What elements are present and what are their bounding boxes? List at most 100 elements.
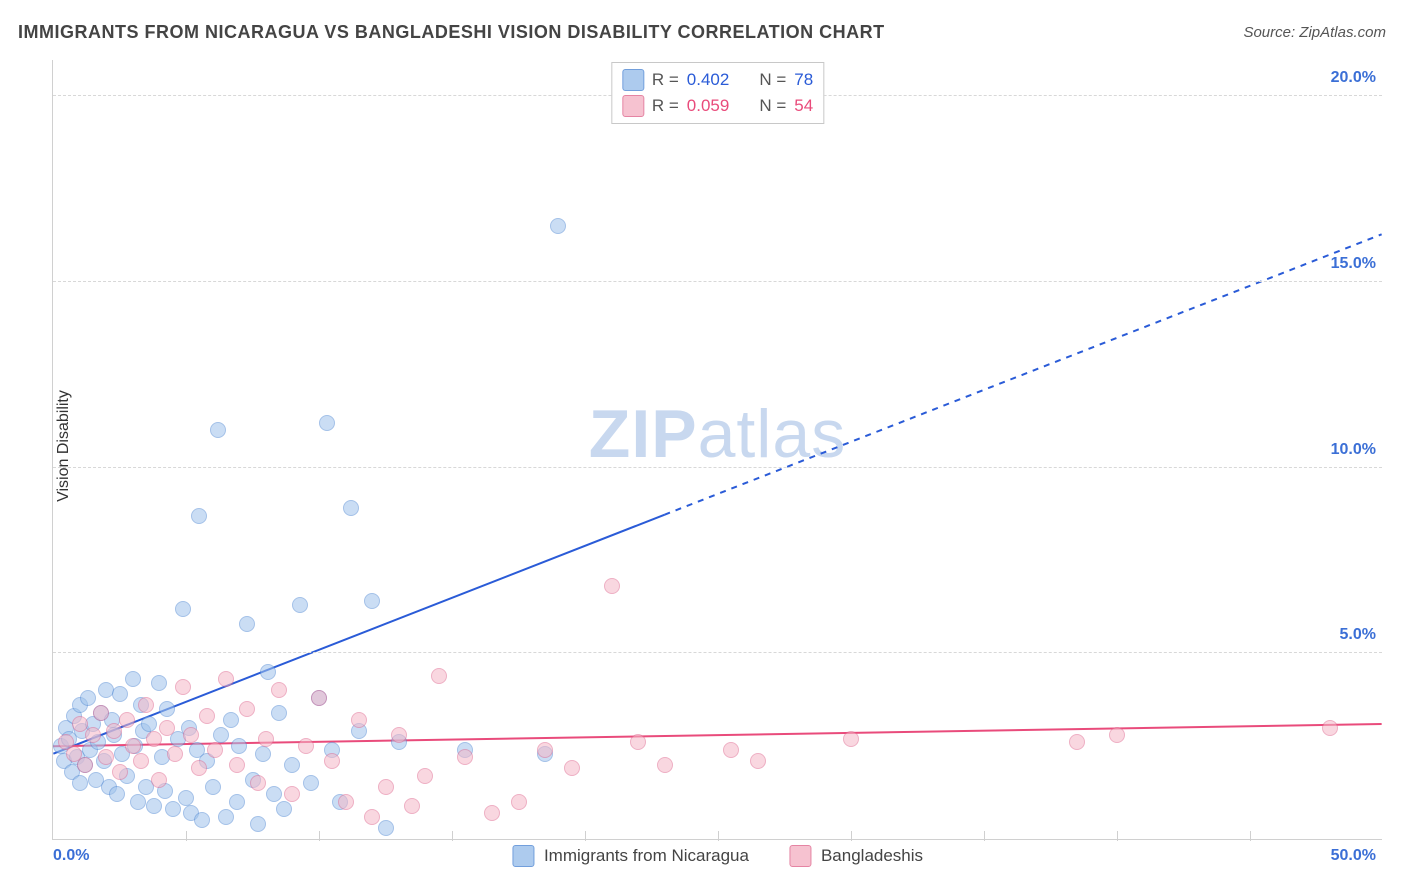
data-point xyxy=(159,701,175,717)
data-point xyxy=(178,790,194,806)
data-point xyxy=(138,697,154,713)
data-point xyxy=(183,727,199,743)
data-point xyxy=(284,757,300,773)
legend-item-2: Bangladeshis xyxy=(789,845,923,867)
data-point xyxy=(175,601,191,617)
data-point xyxy=(80,690,96,706)
data-point xyxy=(218,671,234,687)
data-point xyxy=(239,701,255,717)
data-point xyxy=(351,712,367,728)
plot-area: ZIPatlas R = 0.402 N = 78 R = 0.059 N = … xyxy=(52,60,1382,840)
data-point xyxy=(311,690,327,706)
data-point xyxy=(229,794,245,810)
x-tick xyxy=(319,831,320,841)
data-point xyxy=(191,760,207,776)
x-tick xyxy=(452,831,453,841)
gridline xyxy=(53,467,1382,468)
corr-row-2: R = 0.059 N = 54 xyxy=(622,93,813,119)
data-point xyxy=(167,746,183,762)
gridline xyxy=(53,281,1382,282)
data-point xyxy=(151,772,167,788)
data-point xyxy=(537,742,553,758)
data-point xyxy=(146,731,162,747)
data-point xyxy=(484,805,500,821)
x-tick xyxy=(585,831,586,841)
data-point xyxy=(260,664,276,680)
data-point xyxy=(324,753,340,769)
data-point xyxy=(85,727,101,743)
data-point xyxy=(250,775,266,791)
n-label: N = xyxy=(759,96,786,116)
x-tick xyxy=(186,831,187,841)
y-tick-label: 5.0% xyxy=(1340,626,1376,644)
r-value-2: 0.059 xyxy=(687,96,730,116)
x-tick xyxy=(851,831,852,841)
data-point xyxy=(191,508,207,524)
data-point xyxy=(750,753,766,769)
data-point xyxy=(723,742,739,758)
x-tick xyxy=(984,831,985,841)
data-point xyxy=(205,779,221,795)
watermark-atlas: atlas xyxy=(698,396,847,472)
chart-title: IMMIGRANTS FROM NICARAGUA VS BANGLADESHI… xyxy=(18,22,885,43)
y-tick-label: 10.0% xyxy=(1331,441,1376,459)
r-value-1: 0.402 xyxy=(687,70,730,90)
data-point xyxy=(229,757,245,773)
legend-label-2: Bangladeshis xyxy=(821,846,923,866)
data-point xyxy=(266,786,282,802)
data-point xyxy=(125,671,141,687)
data-point xyxy=(271,705,287,721)
n-value-2: 54 xyxy=(794,96,813,116)
data-point xyxy=(1322,720,1338,736)
data-point xyxy=(564,760,580,776)
data-point xyxy=(276,801,292,817)
data-point xyxy=(391,727,407,743)
data-point xyxy=(271,682,287,698)
data-point xyxy=(159,720,175,736)
data-point xyxy=(417,768,433,784)
n-label: N = xyxy=(759,70,786,90)
swatch-series-2 xyxy=(622,95,644,117)
data-point xyxy=(319,415,335,431)
data-point xyxy=(292,597,308,613)
data-point xyxy=(1109,727,1125,743)
data-point xyxy=(218,809,234,825)
x-axis-min-label: 0.0% xyxy=(53,847,89,865)
y-tick-label: 20.0% xyxy=(1331,69,1376,87)
data-point xyxy=(112,764,128,780)
data-point xyxy=(431,668,447,684)
corr-row-1: R = 0.402 N = 78 xyxy=(622,67,813,93)
data-point xyxy=(364,593,380,609)
data-point xyxy=(258,731,274,747)
x-tick xyxy=(1250,831,1251,841)
gridline xyxy=(53,652,1382,653)
data-point xyxy=(284,786,300,802)
data-point xyxy=(93,705,109,721)
data-point xyxy=(213,727,229,743)
data-point xyxy=(231,738,247,754)
data-point xyxy=(364,809,380,825)
data-point xyxy=(109,786,125,802)
data-point xyxy=(119,712,135,728)
data-point xyxy=(239,616,255,632)
data-point xyxy=(378,779,394,795)
data-point xyxy=(141,716,157,732)
data-point xyxy=(130,794,146,810)
data-point xyxy=(404,798,420,814)
data-point xyxy=(298,738,314,754)
r-label: R = xyxy=(652,96,679,116)
data-point xyxy=(657,757,673,773)
data-point xyxy=(175,679,191,695)
data-point xyxy=(255,746,271,762)
data-point xyxy=(207,742,223,758)
x-axis-max-label: 50.0% xyxy=(1331,847,1376,865)
x-tick xyxy=(1117,831,1118,841)
data-point xyxy=(843,731,859,747)
legend-item-1: Immigrants from Nicaragua xyxy=(512,845,749,867)
legend-label-1: Immigrants from Nicaragua xyxy=(544,846,749,866)
data-point xyxy=(125,738,141,754)
bottom-legend: Immigrants from Nicaragua Bangladeshis xyxy=(512,845,923,867)
data-point xyxy=(146,798,162,814)
watermark: ZIPatlas xyxy=(589,395,846,473)
data-point xyxy=(303,775,319,791)
